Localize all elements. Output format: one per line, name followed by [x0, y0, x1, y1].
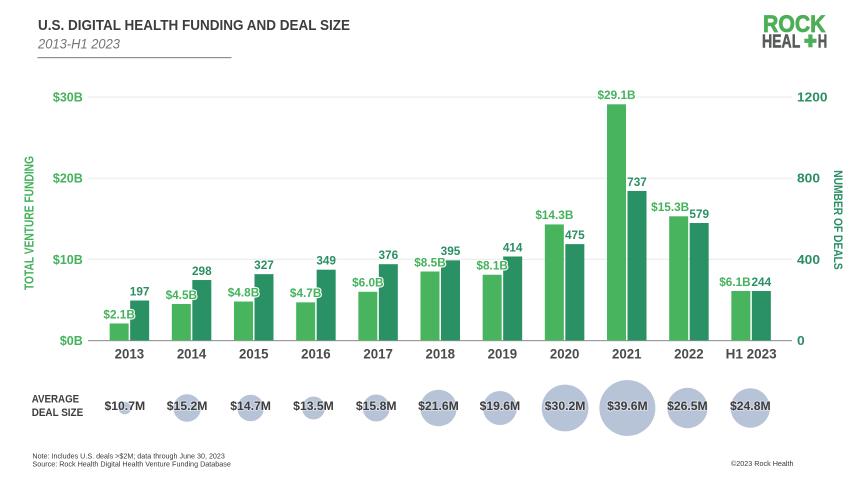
svg-text:475: 475	[565, 228, 585, 242]
svg-text:$15.8M: $15.8M	[356, 399, 397, 413]
svg-text:376: 376	[378, 248, 398, 262]
svg-text:2019: 2019	[488, 346, 518, 362]
svg-text:$0B: $0B	[60, 334, 83, 348]
svg-text:737: 737	[627, 175, 647, 189]
svg-text:579: 579	[689, 207, 709, 221]
svg-text:ROCK: ROCK	[763, 12, 826, 38]
svg-text:$8.1B: $8.1B	[476, 259, 507, 273]
svg-text:2013: 2013	[115, 346, 145, 362]
svg-text:$14.3B: $14.3B	[535, 208, 573, 222]
svg-text:$24.8M: $24.8M	[730, 399, 771, 413]
svg-text:400: 400	[797, 253, 820, 267]
svg-text:2022: 2022	[674, 346, 704, 362]
svg-text:$14.7M: $14.7M	[230, 399, 271, 413]
svg-text:$30B: $30B	[53, 91, 83, 105]
svg-text:$4.5B: $4.5B	[166, 288, 197, 302]
svg-text:$15.2M: $15.2M	[167, 399, 208, 413]
svg-text:$30.2M: $30.2M	[545, 399, 586, 413]
svg-text:414: 414	[503, 240, 523, 254]
svg-text:349: 349	[316, 253, 336, 267]
svg-text:NUMBER OF DEALS: NUMBER OF DEALS	[831, 170, 845, 270]
svg-text:$10B: $10B	[53, 253, 83, 267]
svg-text:AVERAGE: AVERAGE	[32, 394, 79, 406]
svg-text:2018: 2018	[426, 346, 456, 362]
svg-text:327: 327	[254, 258, 274, 272]
svg-text:1200: 1200	[797, 91, 828, 105]
svg-text:DEAL SIZE: DEAL SIZE	[32, 407, 83, 419]
svg-text:H: H	[818, 30, 828, 51]
svg-text:$4.7B: $4.7B	[290, 286, 321, 300]
svg-text:©2023 Rock Health: ©2023 Rock Health	[731, 459, 794, 468]
svg-text:$20B: $20B	[53, 172, 83, 186]
svg-text:U.S. DIGITAL HEALTH FUNDING AN: U.S. DIGITAL HEALTH FUNDING AND DEAL SIZ…	[38, 17, 350, 34]
svg-text:298: 298	[192, 264, 212, 278]
svg-text:$4.8B: $4.8B	[228, 285, 259, 299]
svg-text:$6.1B: $6.1B	[719, 275, 750, 289]
svg-text:244: 244	[752, 275, 772, 289]
svg-text:2020: 2020	[550, 346, 580, 362]
svg-text:$2.1B: $2.1B	[103, 307, 134, 321]
svg-text:$21.6M: $21.6M	[418, 399, 459, 413]
svg-text:197: 197	[130, 284, 150, 298]
svg-text:TOTAL VENTURE FUNDING: TOTAL VENTURE FUNDING	[22, 156, 37, 290]
svg-text:Source: Rock Health Digital He: Source: Rock Health Digital Health Ventu…	[32, 459, 231, 468]
svg-text:$8.5B: $8.5B	[414, 255, 445, 269]
svg-text:$26.5M: $26.5M	[667, 399, 708, 413]
svg-text:$13.5M: $13.5M	[293, 399, 334, 413]
svg-text:HEAL: HEAL	[762, 30, 800, 51]
svg-text:395: 395	[441, 244, 461, 258]
svg-text:Note: Includes U.S. deals >$2M: Note: Includes U.S. deals >$2M; data thr…	[32, 452, 225, 461]
svg-text:2016: 2016	[301, 346, 331, 362]
svg-text:$39.6M: $39.6M	[607, 399, 648, 413]
svg-text:$10.7M: $10.7M	[104, 399, 145, 413]
svg-text:0: 0	[797, 334, 805, 348]
svg-text:$6.0B: $6.0B	[352, 276, 383, 290]
svg-text:2015: 2015	[239, 346, 269, 362]
svg-text:2013-H1 2023: 2013-H1 2023	[37, 37, 120, 52]
svg-text:800: 800	[797, 172, 820, 186]
svg-text:H1 2023: H1 2023	[726, 346, 777, 362]
svg-text:2021: 2021	[612, 346, 642, 362]
svg-text:2017: 2017	[363, 346, 393, 362]
svg-text:$29.1B: $29.1B	[597, 88, 635, 102]
svg-text:$15.3B: $15.3B	[651, 200, 689, 214]
svg-text:2014: 2014	[177, 346, 207, 362]
svg-text:$19.6M: $19.6M	[480, 399, 521, 413]
